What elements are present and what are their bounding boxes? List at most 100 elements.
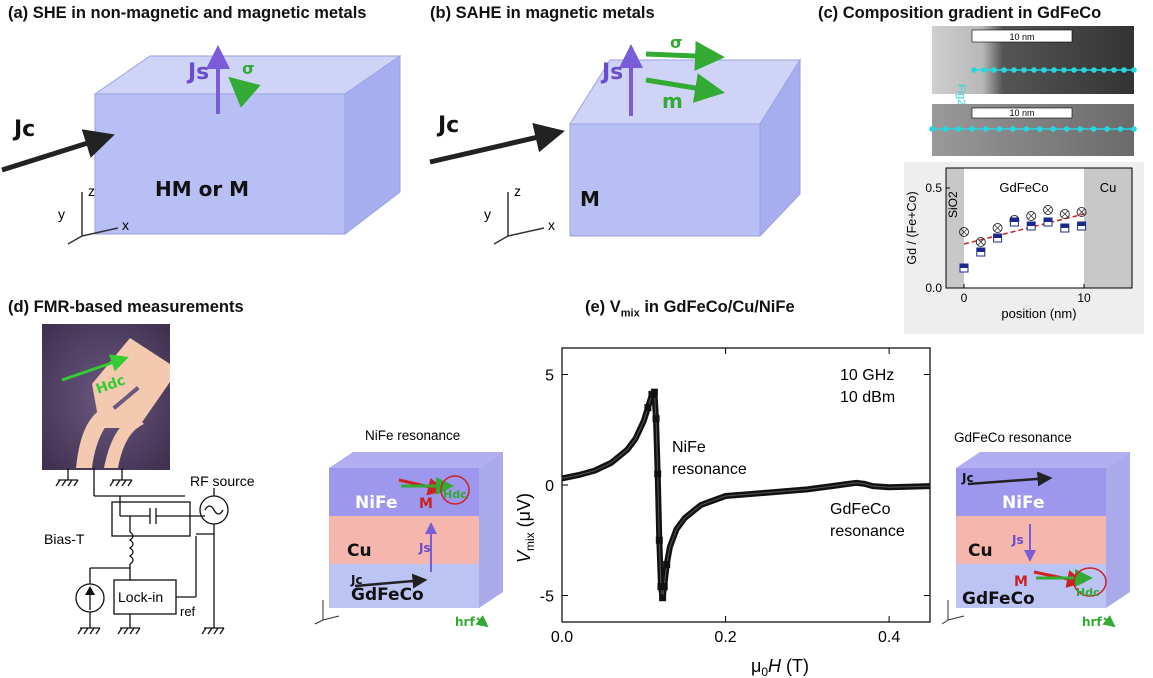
stack-left-hdc-label: Hdc	[443, 488, 467, 501]
data-point-circle	[1026, 211, 1037, 221]
chart-c: 0 10 0.0 0.5 SiO2 GdFeCo Cu Gd / (Fe+Co) positio…	[905, 167, 1133, 321]
data-point-circle	[1076, 207, 1087, 217]
y-tick-label-c: 0.5	[925, 181, 942, 195]
stack-right-gdfeco-label: GdFeCo	[962, 589, 1035, 609]
block-b	[569, 58, 801, 238]
vmix-point	[663, 561, 671, 569]
y-tick-label-e: -5	[540, 588, 554, 605]
jc-label-b: Jc	[436, 113, 459, 138]
jc-label-a: Jc	[12, 117, 35, 142]
data-point-circle	[992, 223, 1003, 233]
tem-profile-dot	[1131, 67, 1137, 73]
stack-right-title: GdFeCo resonance	[954, 430, 1072, 445]
data-point-square-fill	[1010, 218, 1019, 222]
x-tick-label-e: 0.2	[714, 629, 736, 646]
tem-profile-dot	[1061, 67, 1067, 73]
panel-a-diagram: Js σ Jc HM or M z x y	[1, 45, 402, 245]
annot-nife-1: NiFe	[672, 439, 706, 456]
tem-profile-dot	[1071, 67, 1077, 73]
data-point-circle	[975, 237, 986, 247]
sigma-label-b: σ	[670, 33, 682, 52]
scalebar-2-label: 10 nm	[1009, 108, 1034, 118]
tem-profile-dot	[1091, 67, 1097, 73]
data-point-circle	[959, 227, 969, 237]
tem-profile-dot	[1051, 67, 1057, 73]
stack-left-side	[479, 452, 503, 608]
chart-e: 0.0 0.2 0.4 -5 0 5	[540, 347, 931, 646]
tem-profile-dot	[1077, 126, 1083, 132]
axis-z-a: z	[88, 183, 95, 199]
tem-profile-dot	[983, 126, 989, 132]
scalebar-1	[971, 29, 1073, 43]
data-point-circle	[1043, 205, 1053, 215]
vmix-point	[654, 470, 662, 478]
data-point-cross	[977, 238, 985, 246]
stack-right-precession-ring	[1073, 567, 1107, 597]
vmix-curve	[561, 389, 931, 601]
material-label-b: M	[580, 187, 600, 211]
plot-c-frame	[945, 167, 1133, 289]
y-tick-label-e: 0	[545, 478, 554, 495]
annot-nife-2: resonance	[672, 461, 747, 478]
panel-c-title: (c) Composition gradient in GdFeCo	[818, 4, 1102, 22]
stack-left-js-label: Js	[418, 541, 431, 555]
tem-profile-dot	[1031, 67, 1037, 73]
stack-left-gdfeco-layer	[329, 564, 479, 608]
stack-right-jc-label: Jc	[961, 471, 974, 485]
stack-right-cu-label: Cu	[968, 541, 993, 561]
data-point-square-fill	[993, 234, 1002, 238]
tem-profile-dot	[1131, 126, 1137, 132]
tem-profile-dot	[1010, 126, 1016, 132]
tem-profile-dot	[1041, 67, 1047, 73]
tem-profile-dot	[991, 67, 997, 73]
rotated-label: Fig2	[955, 84, 967, 105]
x-tick-label-c: 10	[1077, 291, 1091, 305]
data-point-cross	[1044, 206, 1052, 214]
x-tick-label-c: 0	[961, 291, 968, 305]
x-tick-label-e: 0.0	[551, 629, 573, 646]
vmix-point	[660, 583, 668, 591]
tem-profile-dot	[1021, 67, 1027, 73]
panel-d-title: (d) FMR-based measurements	[8, 298, 244, 316]
tem-line-2	[929, 126, 1137, 132]
circuit	[55, 468, 229, 635]
tem-profile-dot	[996, 126, 1003, 132]
stack-left-jc-arrow	[354, 573, 428, 589]
stack-right-hrf-arrow	[1102, 615, 1116, 628]
panel-b-title: (b) SAHE in magnetic metals	[430, 4, 655, 22]
stack-left-hrf-arrow	[475, 615, 489, 628]
ref-label: ref	[180, 604, 196, 619]
tem-profile-dot	[969, 126, 976, 132]
stack-right-m-label: M	[1014, 574, 1028, 590]
panel-b-diagram: Js σ m Jc M z x y	[429, 33, 801, 245]
panel-d-setup: Hdc	[42, 324, 255, 635]
xlabel-e: μ0H (T)	[751, 656, 809, 678]
stack-right-side	[1106, 452, 1130, 608]
vmix-point	[652, 415, 660, 423]
device-stripe	[112, 386, 140, 410]
scalebar-2	[971, 107, 1073, 119]
stack-right-hrf-label: hrf	[1082, 615, 1102, 629]
data-point-square-fill	[1060, 224, 1069, 228]
tem-profile-dot	[1036, 126, 1043, 132]
tem-profile-dot	[1090, 126, 1097, 132]
data-point-square-fill	[1077, 222, 1086, 226]
vmix-point	[655, 536, 663, 544]
stack-left-jc-label: Jc	[350, 573, 363, 587]
tem-profile-dot	[1050, 126, 1056, 132]
tem-line-1	[971, 67, 1137, 73]
data-point-circle	[1059, 209, 1070, 219]
material-label-a: HM or M	[155, 177, 249, 201]
tem-profile-dot	[1121, 67, 1127, 73]
jc-arrow-b	[429, 123, 565, 165]
annot-freq: 10 GHz	[840, 367, 894, 384]
jc-arrow-a	[1, 129, 115, 173]
m-arrow-b	[645, 73, 725, 103]
stack-left-cu-layer	[329, 516, 479, 564]
panel-e-chart: 0.0 0.2 0.4 -5 0 5 10 GHz 10 dBm NiFe resonan…	[514, 347, 931, 678]
stack-left-hrf-label: hrf	[455, 615, 475, 629]
panel-c-figure: 10 nm Fig2 10 nm 0 10 0.0 0.5 SiO2 GdFeCo Cu Gd…	[904, 26, 1144, 334]
sigma-arrow-b	[645, 40, 725, 71]
current-source-arrowhead	[85, 586, 95, 595]
region-gdfeco-label: GdFeCo	[999, 180, 1048, 195]
